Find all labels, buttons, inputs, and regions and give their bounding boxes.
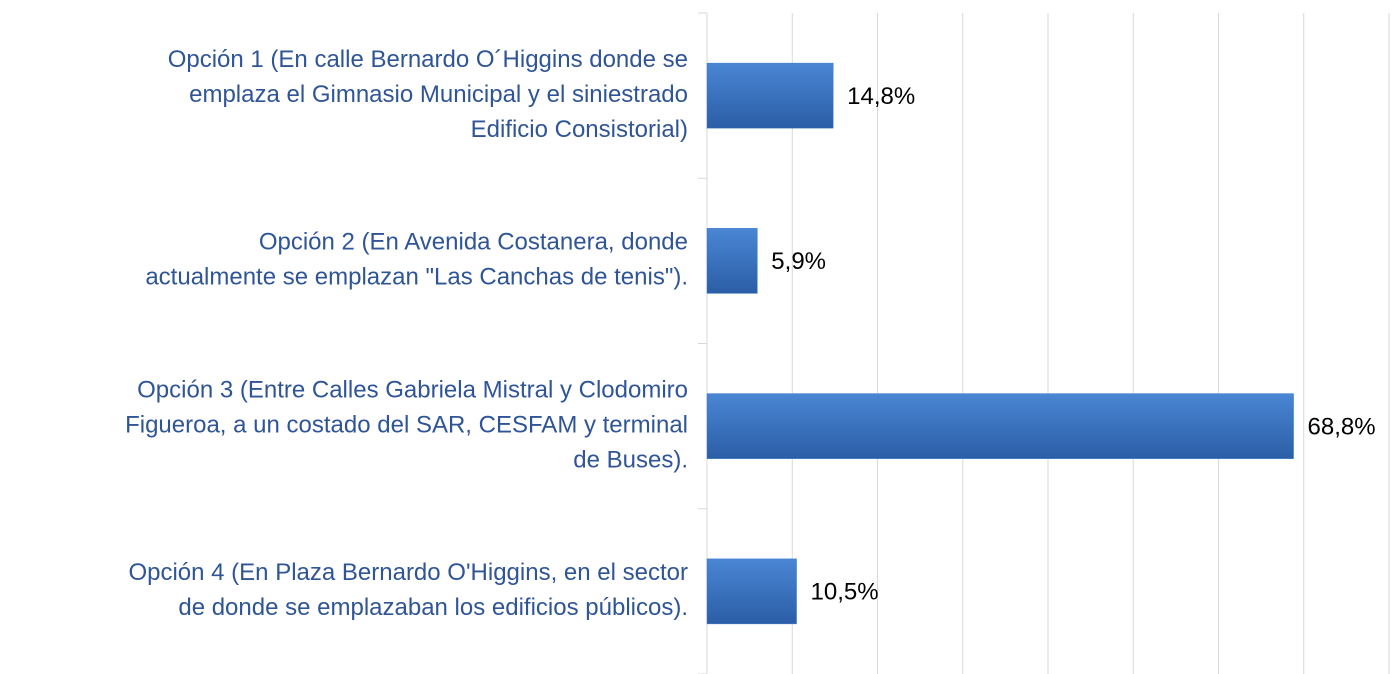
bar — [706, 228, 758, 294]
value-label: 5,9% — [771, 248, 826, 275]
bar — [706, 558, 797, 625]
bar — [706, 62, 834, 129]
category-label: Opción 4 (En Plaza Bernardo O'Higgins, e… — [128, 559, 688, 586]
value-label: 10,5% — [811, 579, 879, 606]
bar — [706, 393, 1294, 459]
category-label: Opción 3 (Entre Calles Gabriela Mistral … — [137, 376, 688, 403]
category-label: actualmente se emplazan "Las Canchas de … — [145, 264, 688, 291]
category-label: Opción 1 (En calle Bernardo O´Higgins do… — [168, 46, 688, 73]
category-label: Figueroa, a un costado del SAR, CESFAM y… — [125, 411, 688, 438]
category-label: Opción 2 (En Avenida Costanera, donde — [259, 229, 688, 256]
value-label: 14,8% — [847, 83, 915, 110]
category-label: de Buses). — [573, 446, 688, 473]
category-label: de donde se emplazaban los edificios púb… — [178, 594, 688, 621]
category-label: Edificio Consistorial) — [471, 116, 688, 143]
category-label: emplaza el Gimnasio Municipal y el sinie… — [189, 81, 688, 108]
value-label: 68,8% — [1308, 413, 1376, 440]
